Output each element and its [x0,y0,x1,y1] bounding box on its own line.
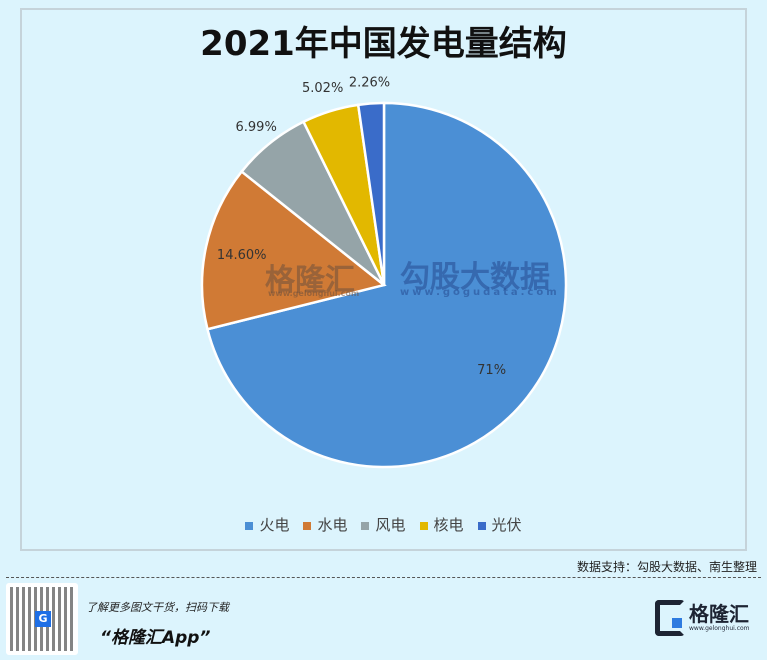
data-label-2: 6.99% [236,120,277,135]
legend-item: 核电 [419,514,464,535]
watermark-gelonghui: 格隆汇 [265,263,355,298]
logo-text: 格隆汇 [689,602,749,626]
legend-swatch [419,521,428,530]
legend-label: 水电 [317,516,348,534]
data-label-1: 14.60% [217,248,267,263]
watermark-gelonghui-url: www.gelonghui.com [268,289,360,298]
pie-slice-1 [200,169,387,331]
legend-label: 风电 [375,516,406,534]
pie-slice-0 [205,101,568,469]
legend-item: 水电 [303,514,347,535]
source-note: 数据支持：勾股大数据、南生整理 [576,560,757,574]
watermark-gogudata-url: www.gogudata.com [400,287,560,298]
legend-swatch [477,521,486,530]
watermark-gogudata: 勾股大数据 [400,260,550,295]
legend-swatch [361,521,370,530]
data-label-3: 5.02% [302,81,343,96]
chart-title: 2021年中国发电量结构 [200,24,567,64]
legend-swatch [303,521,312,530]
logo-url: www.gelonghui.com [689,625,750,632]
legend-item: 光伏 [477,514,522,535]
legend-label: 光伏 [491,516,522,534]
legend-label: 核电 [433,516,464,534]
data-label-0: 71% [477,363,506,378]
legend-item: 风电 [361,514,406,535]
legend: 火电 水电 风电 核电 光伏 [0,514,767,535]
chart-frame [20,8,747,551]
pie-slice-4 [356,101,386,286]
qr-badge: G [35,611,51,627]
data-label-4: 2.26% [349,76,390,91]
qr-code[interactable]: G [6,583,78,655]
legend-label: 火电 [259,516,290,534]
legend-swatch [245,521,254,530]
divider [6,577,761,578]
gelonghui-logo: 格隆汇 www.gelonghui.com [655,600,750,636]
promo-text: 了解更多图文干货，扫码下载 [86,601,229,614]
app-name: “格隆汇App” [100,628,211,648]
legend-item: 火电 [245,514,289,535]
logo-g-icon [655,600,685,636]
